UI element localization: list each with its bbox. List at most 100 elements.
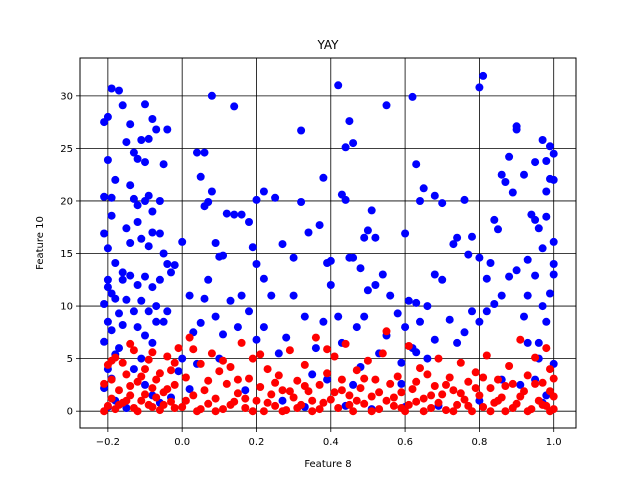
- data-point: [118, 358, 127, 367]
- y-axis-label: Feature 10: [35, 216, 46, 270]
- data-point: [196, 318, 205, 327]
- data-point: [367, 407, 376, 416]
- data-point: [144, 355, 153, 364]
- data-point: [464, 250, 473, 259]
- y-tick-label: 5: [67, 354, 73, 365]
- data-point: [230, 102, 239, 111]
- data-point: [393, 309, 402, 318]
- data-point: [115, 386, 123, 395]
- data-point: [494, 396, 502, 405]
- data-point: [449, 386, 458, 395]
- data-point: [148, 207, 157, 216]
- data-point: [100, 337, 109, 346]
- data-point: [103, 317, 112, 326]
- data-point: [103, 244, 112, 253]
- data-point: [371, 375, 380, 384]
- data-point: [378, 349, 387, 358]
- data-point: [419, 184, 428, 193]
- data-point: [155, 275, 164, 284]
- data-point: [155, 369, 164, 378]
- data-point: [404, 342, 413, 350]
- data-point: [144, 307, 153, 316]
- data-point: [118, 101, 127, 110]
- data-point: [115, 400, 123, 409]
- data-point: [200, 294, 209, 303]
- data-point: [360, 312, 369, 321]
- data-point: [430, 270, 439, 279]
- data-point: [468, 307, 476, 316]
- data-point: [189, 345, 198, 354]
- data-point: [233, 389, 242, 398]
- data-point: [442, 406, 450, 415]
- data-point: [516, 335, 525, 344]
- data-point: [148, 115, 157, 123]
- data-point: [546, 142, 554, 151]
- data-point: [185, 385, 194, 394]
- data-point: [549, 405, 558, 414]
- data-point: [159, 317, 168, 326]
- data-point: [144, 134, 153, 143]
- data-point: [546, 365, 554, 374]
- data-point: [308, 370, 317, 379]
- data-point: [468, 232, 476, 241]
- data-point: [546, 387, 554, 396]
- data-point: [178, 403, 187, 411]
- data-point: [334, 404, 343, 412]
- data-point: [416, 197, 424, 205]
- data-point: [159, 160, 168, 169]
- data-point: [438, 390, 447, 399]
- data-point: [445, 373, 454, 382]
- data-point: [144, 242, 153, 251]
- data-point: [233, 375, 242, 384]
- data-point: [497, 291, 506, 300]
- data-point: [430, 335, 439, 344]
- data-point: [501, 178, 510, 186]
- data-point: [334, 81, 343, 90]
- data-point: [185, 333, 194, 342]
- data-point: [482, 307, 491, 316]
- data-point: [137, 372, 146, 381]
- data-point: [129, 346, 138, 355]
- data-point: [129, 307, 138, 316]
- data-point: [126, 239, 135, 247]
- data-point: [115, 86, 123, 95]
- x-tick-label: 0.4: [323, 437, 339, 448]
- data-point: [449, 240, 458, 249]
- data-point: [126, 120, 135, 129]
- data-point: [508, 379, 517, 388]
- data-point: [122, 396, 131, 405]
- data-point: [263, 398, 272, 407]
- data-point: [308, 407, 317, 416]
- data-point: [442, 380, 450, 389]
- data-point: [248, 243, 257, 252]
- data-point: [297, 198, 306, 206]
- data-point: [352, 396, 361, 405]
- data-point: [386, 379, 395, 388]
- data-point: [549, 270, 558, 279]
- data-point: [185, 291, 194, 300]
- data-point: [508, 188, 517, 197]
- data-point: [475, 317, 484, 326]
- data-point: [107, 375, 116, 384]
- data-point: [267, 291, 276, 300]
- data-point: [211, 312, 220, 321]
- data-point: [460, 395, 469, 404]
- data-point: [144, 191, 153, 200]
- data-point: [430, 382, 439, 390]
- data-point: [200, 148, 209, 157]
- data-point: [408, 92, 417, 101]
- data-point: [482, 274, 491, 283]
- data-point: [163, 385, 172, 394]
- data-point: [479, 403, 488, 411]
- data-point: [196, 172, 205, 181]
- data-point: [148, 228, 157, 237]
- data-point: [326, 256, 335, 265]
- data-point: [531, 353, 540, 362]
- data-point: [397, 388, 406, 397]
- data-point: [397, 358, 406, 367]
- data-point: [516, 380, 525, 389]
- data-point: [505, 272, 514, 281]
- data-point: [137, 234, 146, 243]
- data-point: [141, 390, 149, 399]
- y-tick-label: 30: [60, 91, 73, 102]
